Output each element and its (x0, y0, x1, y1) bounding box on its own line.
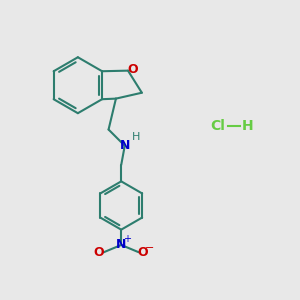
Text: O: O (137, 246, 148, 260)
Text: N: N (116, 238, 126, 251)
Text: O: O (127, 63, 138, 76)
Text: H: H (132, 133, 141, 142)
Text: H: H (242, 119, 253, 134)
Text: O: O (94, 246, 104, 260)
Text: +: + (123, 234, 131, 244)
Text: N: N (120, 139, 130, 152)
Text: Cl: Cl (210, 119, 225, 134)
Text: −: − (145, 243, 154, 253)
